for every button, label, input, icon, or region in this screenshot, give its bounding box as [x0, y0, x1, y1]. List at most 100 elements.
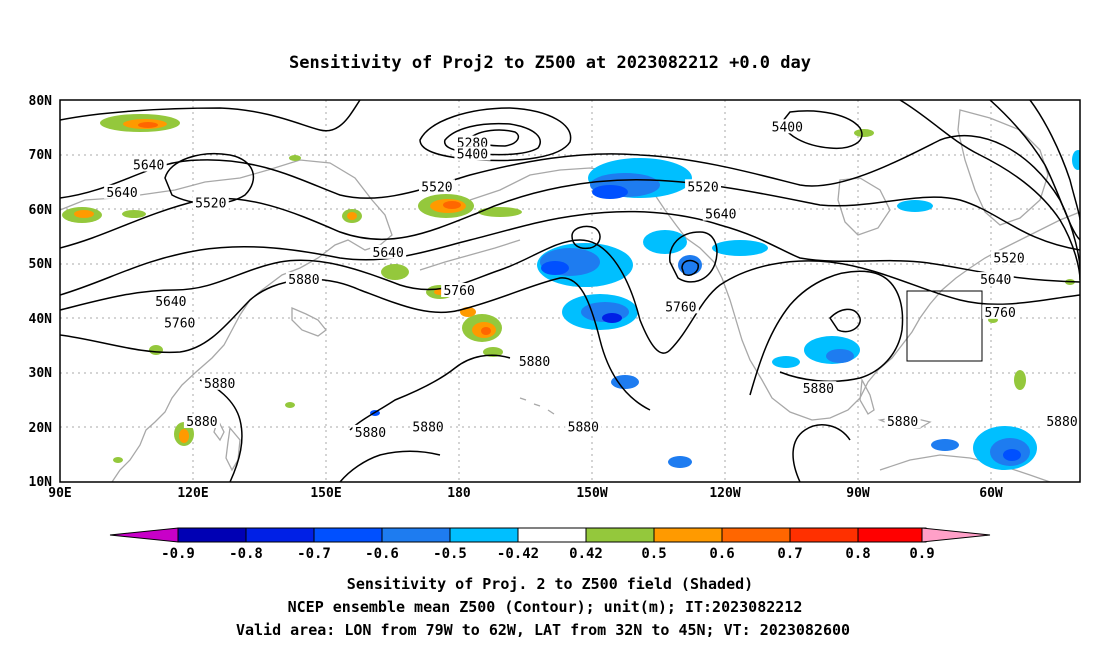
- colorbar-box: [653, 527, 723, 543]
- shade-positive: [854, 129, 874, 137]
- colorbar: -0.9 -0.8 -0.7 -0.6 -0.5 -0.42 0.42 0.5 …: [109, 527, 991, 562]
- coastline-philippines: [225, 426, 241, 472]
- colorbar-label: -0.7: [297, 546, 331, 562]
- contour-line: [829, 308, 861, 333]
- contour-label: 5880: [412, 420, 443, 435]
- lon-tick-label: 180: [447, 486, 471, 501]
- contour-label: 5640: [155, 295, 186, 310]
- shade-negative: [1072, 150, 1080, 170]
- lon-tick-label: 120W: [709, 486, 740, 501]
- contour-line: [60, 277, 651, 411]
- shade-negative: [826, 349, 854, 363]
- z500-contours: [60, 100, 1080, 482]
- contour-label-bg: [702, 206, 739, 221]
- contour-label: 5880: [803, 382, 834, 397]
- map-area: [60, 100, 1080, 482]
- lon-axis: 90E 120E 150E 180 150W 120W 90W 60W: [48, 486, 1003, 501]
- contour-label-bg: [516, 353, 553, 368]
- shade-positive: [381, 264, 409, 280]
- contour-label-bg: [130, 157, 167, 172]
- contour-line: [349, 354, 511, 431]
- colorbar-box: [857, 527, 927, 543]
- contour-label: 5520: [687, 180, 718, 195]
- contour-line: [899, 100, 1080, 281]
- shade-positive: [483, 347, 503, 357]
- shade-negative: [678, 255, 702, 275]
- shade-positive: [289, 155, 301, 161]
- colorbar-box: [517, 527, 587, 543]
- lat-tick-label: 80N: [29, 94, 53, 109]
- contour-line: [60, 239, 1080, 354]
- contour-label: 5640: [705, 208, 736, 223]
- shade-positive: [138, 122, 158, 128]
- shade-negative: [931, 439, 959, 451]
- contour-label-bg: [441, 283, 478, 297]
- shade-positive: [179, 429, 189, 443]
- caption-line-2: NCEP ensemble mean Z500 (Contour); unit(…: [288, 598, 803, 616]
- contour-label-bg: [565, 419, 602, 434]
- shade-negative: [611, 375, 639, 389]
- contour-label-bg: [285, 272, 322, 287]
- shade-negative: [592, 185, 628, 199]
- contour-line: [781, 110, 863, 150]
- lon-tick-label: 90W: [846, 486, 870, 501]
- colorbar-label: 0.9: [909, 546, 934, 562]
- contour-label: 5880: [1046, 415, 1077, 430]
- shade-positive: [149, 345, 163, 355]
- contour-line: [681, 259, 699, 276]
- contour-label-bg: [800, 381, 837, 396]
- lat-tick-label: 40N: [29, 312, 53, 327]
- colorbar-low-arrow: [109, 527, 179, 543]
- caption-line-1: Sensitivity of Proj. 2 to Z500 field (Sh…: [347, 575, 753, 593]
- map-frame: [59, 99, 1081, 483]
- contour-label: 5640: [980, 273, 1011, 288]
- shade-positive: [285, 402, 295, 408]
- coastline-asia: [60, 159, 393, 482]
- contour-line: [60, 135, 1080, 271]
- contour-line: [339, 450, 441, 482]
- colorbar-high-arrow: [921, 527, 991, 543]
- contour-label-bg: [152, 293, 189, 308]
- shade-positive: [481, 327, 491, 335]
- lon-tick-label: 90E: [48, 486, 71, 501]
- contour-label: 5520: [421, 180, 452, 195]
- shade-positive: [443, 201, 461, 209]
- lat-tick-label: 60N: [29, 203, 53, 218]
- shade-negative: [772, 356, 800, 368]
- colorbar-box: [177, 527, 247, 543]
- lon-tick-label: 120E: [177, 486, 208, 501]
- contour-label-bg: [1044, 413, 1080, 428]
- caption-line-3: Valid area: LON from 79W to 62W, LAT fro…: [236, 621, 850, 639]
- coastline-aleutians: [419, 239, 521, 271]
- shade-negative: [668, 456, 692, 468]
- contour-label-bg: [183, 413, 220, 428]
- colorbar-label: 0.5: [641, 546, 666, 562]
- shade-positive: [347, 212, 357, 220]
- contour-label: 5880: [887, 415, 918, 430]
- contour-label: 5640: [106, 186, 137, 201]
- contour-label: 5520: [195, 197, 226, 212]
- contour-line: [1029, 100, 1080, 221]
- contour-label: 5880: [568, 420, 599, 435]
- contour-label: 5880: [519, 355, 550, 370]
- colorbar-box: [381, 527, 451, 543]
- coastline-taiwan: [213, 418, 225, 442]
- shade-positive: [122, 210, 146, 218]
- colorbar-box: [789, 527, 859, 543]
- contour-label-bg: [192, 195, 229, 210]
- contour-label-bg: [662, 299, 699, 314]
- lat-tick-label: 30N: [29, 366, 53, 381]
- contour-label-bg: [201, 375, 238, 390]
- contour-label: 5880: [355, 426, 386, 441]
- shade-negative: [643, 230, 687, 254]
- contour-label: 5760: [985, 306, 1016, 321]
- shade-negative: [541, 261, 569, 275]
- colorbar-label: 0.8: [845, 546, 870, 562]
- lat-axis: 80N 70N 60N 50N 40N 30N 20N 10N: [29, 94, 53, 490]
- colorbar-label: 0.6: [709, 546, 734, 562]
- contour-line: [60, 210, 1080, 296]
- colorbar-label: -0.8: [229, 546, 263, 562]
- colorbar-box: [585, 527, 655, 543]
- contour-label: 5520: [993, 251, 1024, 266]
- contour-label: 5640: [373, 246, 404, 261]
